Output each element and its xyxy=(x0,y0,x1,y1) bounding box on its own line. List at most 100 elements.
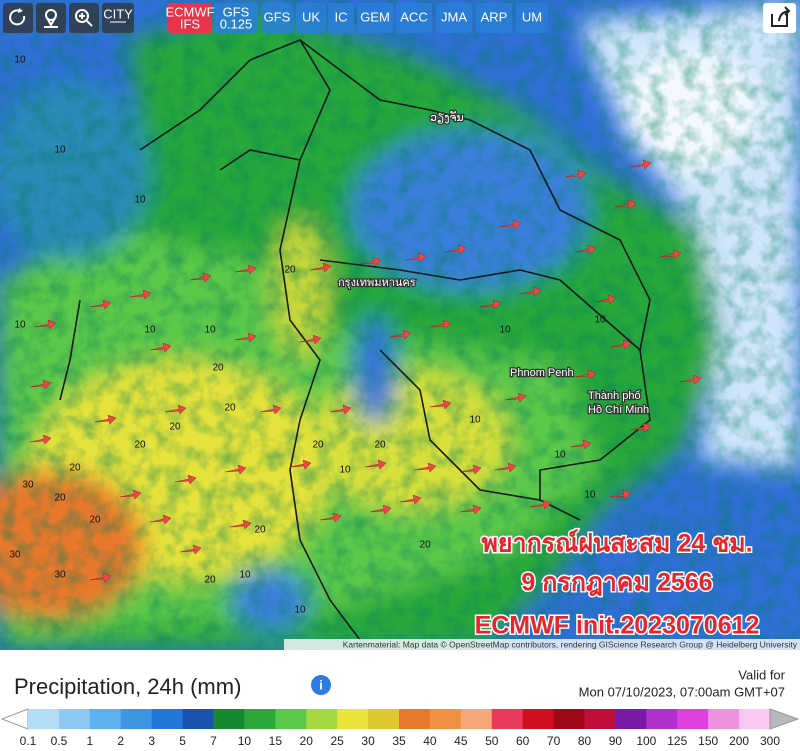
contour-labels: 10 10 10 10 20 10 10 20 20 20 20 20 20 20 30 30 20 20 10 10… xyxy=(9,55,606,616)
wind-arrow xyxy=(149,514,172,525)
info-panel: Precipitation, 24h (mm) i Valid for Mon … xyxy=(0,667,800,748)
wind-arrow xyxy=(404,252,427,263)
model-button[interactable]: IC xyxy=(328,3,354,33)
model-variant: IFS xyxy=(180,16,201,31)
overlay-line: พยากรณ์ฝนสะสม 24 ชม. xyxy=(481,529,752,558)
contour-label: 20 xyxy=(134,440,146,451)
wind-arrow xyxy=(519,286,542,297)
wind-arrow xyxy=(174,474,197,485)
location-button[interactable] xyxy=(36,3,66,33)
wind-arrow xyxy=(429,399,452,410)
wind-arrows xyxy=(29,159,702,583)
model-button-bg xyxy=(328,3,354,33)
legend-label: 70 xyxy=(547,734,561,748)
model-variant: 0.125 xyxy=(220,16,253,31)
legend-swatch xyxy=(182,709,214,729)
model-name: IC xyxy=(335,9,348,24)
wind-arrow xyxy=(574,369,597,380)
legend-under xyxy=(0,708,29,730)
model-button-bg xyxy=(357,3,393,33)
wind-arrow xyxy=(234,264,257,275)
contour-label: 20 xyxy=(54,493,66,504)
model-button[interactable]: UM xyxy=(516,3,548,33)
contour-label: 10 xyxy=(14,55,26,66)
legend-swatch xyxy=(491,709,524,729)
legend-swatch xyxy=(584,709,616,729)
model-button-bg xyxy=(476,3,512,33)
wind-arrow xyxy=(499,219,522,230)
model-button-bg xyxy=(396,3,432,33)
wind-arrow xyxy=(529,499,552,510)
legend-label: 100 xyxy=(636,734,656,748)
wind-arrow xyxy=(259,404,282,415)
place-label: Phnom Penh xyxy=(510,367,574,379)
model-button[interactable]: ACC xyxy=(396,3,432,33)
contour-label: 20 xyxy=(69,463,81,474)
legend-label: 15 xyxy=(269,734,283,748)
model-button-bg xyxy=(214,3,258,33)
legend-label: 45 xyxy=(454,734,468,748)
wind-arrow xyxy=(629,159,652,170)
wind-arrow xyxy=(164,404,187,415)
contour-label: 20 xyxy=(224,403,236,414)
legend-label: 30 xyxy=(361,734,375,748)
contour-label: 30 xyxy=(22,480,34,491)
wind-arrow xyxy=(564,169,587,180)
wind-arrow xyxy=(229,519,252,530)
contour-label: 20 xyxy=(204,575,216,586)
contour-label: 10 xyxy=(469,415,481,426)
wind-arrow xyxy=(444,244,467,255)
wind-arrow xyxy=(679,374,702,385)
contour-label: 10 xyxy=(204,325,216,336)
zoom-button[interactable] xyxy=(69,3,99,33)
contour-label: 10 xyxy=(499,325,511,336)
contour-label: 30 xyxy=(54,570,66,581)
model-button-bg xyxy=(261,3,293,33)
place-label: ວຽງຈັນ xyxy=(430,110,464,124)
info-icon[interactable] xyxy=(311,675,331,695)
info-icon-glyph: i xyxy=(319,677,323,692)
legend-swatch xyxy=(337,709,369,729)
wind-arrow xyxy=(479,299,502,310)
legend-label: 200 xyxy=(729,734,749,748)
forecast-overlay: พยากรณ์ฝนสะสม 24 ชม. 9 กรกฎาคม 2566 ECMW… xyxy=(473,527,761,641)
legend-swatch xyxy=(244,709,276,729)
contour-label: 20 xyxy=(419,540,431,551)
wind-arrow xyxy=(609,489,632,500)
map[interactable]: 10 10 10 10 20 10 10 20 20 20 20 20 20 20 30 30 20 20 10 10… xyxy=(0,0,800,650)
contour-label: 10 xyxy=(339,465,351,476)
legend-swatch xyxy=(151,709,184,729)
legend-label: 40 xyxy=(423,734,437,748)
wind-arrow xyxy=(614,199,637,210)
wind-arrow xyxy=(129,289,152,300)
model-button[interactable]: GEM xyxy=(357,3,393,33)
wind-arrow xyxy=(179,544,202,555)
wind-arrow xyxy=(459,504,482,515)
legend-swatch xyxy=(677,709,709,729)
attribution-bg xyxy=(284,639,800,650)
wind-arrow xyxy=(89,572,112,583)
model-button[interactable]: JMA xyxy=(436,3,472,33)
wind-arrow xyxy=(29,379,52,390)
place-label: Thành phố xyxy=(588,390,641,402)
legend-label: 7 xyxy=(210,734,217,748)
model-button[interactable]: ARP xyxy=(476,3,512,33)
overlay-line: 9 กรกฎาคม 2566 xyxy=(521,569,712,597)
wind-arrow xyxy=(189,272,212,283)
share-button[interactable] xyxy=(763,3,796,33)
wind-arrow xyxy=(359,256,382,267)
model-name: ARP xyxy=(481,9,508,24)
model-button[interactable]: UK xyxy=(296,3,326,33)
legend-label: 1 xyxy=(86,734,93,748)
city-button[interactable]: CITY xyxy=(102,3,134,33)
wind-arrow xyxy=(119,489,142,500)
contour-label: 10 xyxy=(554,450,566,461)
legend-swatch xyxy=(399,709,431,729)
refresh-button[interactable] xyxy=(3,3,33,33)
legend-swatch xyxy=(28,709,60,729)
wind-arrow xyxy=(149,342,172,353)
model-button[interactable]: GFS xyxy=(261,3,293,33)
